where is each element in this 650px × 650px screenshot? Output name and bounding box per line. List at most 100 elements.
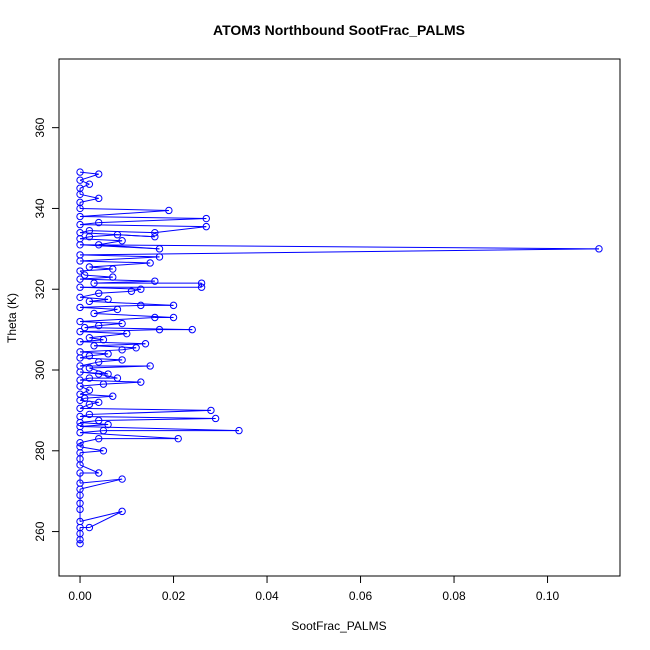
series-line-segment — [79, 478, 123, 490]
x-tick-label: 0.00 — [68, 589, 92, 603]
data-point — [118, 507, 126, 516]
series-line-segment — [80, 351, 109, 355]
data-point — [76, 362, 84, 370]
data-point — [104, 295, 112, 304]
series-line-segment — [80, 260, 151, 264]
data-point — [76, 228, 84, 237]
data-point — [76, 212, 84, 221]
data-point — [99, 336, 108, 344]
data-point — [76, 539, 84, 548]
data-point — [151, 313, 159, 322]
data-point — [76, 412, 84, 421]
data-point — [155, 245, 164, 253]
data-point — [85, 400, 94, 409]
data-point — [202, 222, 210, 231]
series-line-segment — [94, 343, 146, 347]
data-point — [202, 214, 210, 223]
data-point — [165, 206, 173, 215]
data-point — [95, 194, 103, 203]
series-line-segment — [80, 268, 113, 272]
data-point — [76, 168, 84, 176]
data-point — [90, 342, 98, 350]
series-line-segment — [79, 413, 90, 417]
series-line-segment — [80, 393, 113, 397]
series-line-segment — [93, 308, 118, 314]
series-line-segment — [89, 510, 123, 528]
x-tick-label: 0.06 — [349, 589, 373, 603]
data-point — [118, 237, 126, 245]
series-line-segment — [80, 341, 146, 345]
series-line-segment — [80, 216, 207, 220]
series-line-segment — [98, 240, 123, 246]
series-line-segment — [80, 209, 169, 218]
data-point — [113, 374, 122, 382]
data-point — [151, 277, 159, 285]
series-line-segment — [98, 359, 123, 363]
data-point — [95, 218, 103, 227]
series-line-segment — [80, 304, 141, 308]
series-line-segment — [89, 337, 104, 341]
data-point — [95, 289, 103, 297]
data-point — [76, 517, 84, 526]
series-line-segment — [84, 325, 99, 329]
data-point — [197, 279, 206, 287]
data-point — [76, 220, 84, 229]
data-point — [76, 404, 84, 413]
series-line-segment — [79, 397, 85, 401]
data-point — [76, 283, 84, 291]
data-point — [151, 233, 159, 241]
series-line-segment — [80, 238, 123, 242]
data-point — [76, 275, 84, 283]
data-point — [95, 469, 103, 477]
data-point — [76, 303, 84, 312]
series-line-segment — [98, 218, 207, 224]
y-tick-label: 360 — [33, 117, 47, 137]
series-line-segment — [80, 349, 123, 353]
series-line-segment — [80, 256, 160, 262]
data-point — [99, 426, 108, 435]
data-point — [113, 230, 122, 239]
series-line-segment — [89, 266, 113, 270]
series-line-segment — [80, 306, 118, 310]
data-point — [95, 241, 103, 249]
series-line-segment — [79, 339, 104, 343]
series-line-segment — [80, 424, 109, 428]
series-lines — [79, 171, 599, 544]
y-tick-label: 320 — [33, 279, 47, 299]
series-line-segment — [80, 422, 109, 426]
x-axis: 0.00 0.02 0.04 0.06 0.08 0.10 — [68, 575, 560, 603]
series-line-segment — [80, 232, 155, 238]
data-point — [85, 386, 94, 394]
series-line-segment — [79, 510, 123, 522]
data-point — [137, 378, 145, 386]
series-line-segment — [89, 409, 211, 415]
series-line-segment — [80, 407, 211, 411]
series-line-segment — [89, 234, 118, 238]
series-line-segment — [79, 183, 90, 189]
data-point — [151, 228, 159, 237]
y-axis-label: Theta (K) — [5, 293, 19, 343]
data-point — [85, 352, 94, 360]
series-line-segment — [80, 248, 599, 256]
data-point — [155, 253, 164, 261]
series-line-segment — [84, 395, 113, 399]
series-line-segment — [80, 432, 179, 440]
data-point — [85, 410, 94, 419]
data-point — [155, 325, 164, 334]
series-line-segment — [80, 379, 141, 383]
series-line-segment — [79, 403, 90, 409]
data-point — [207, 406, 215, 415]
series-line-segment — [80, 278, 155, 282]
series-line-segment — [98, 244, 160, 250]
series-line-segment — [154, 226, 207, 234]
x-axis-label: SootFrac_PALMS — [291, 619, 386, 633]
series-line-segment — [98, 290, 132, 294]
data-point — [99, 380, 108, 388]
data-point — [146, 362, 154, 370]
data-point — [76, 327, 84, 336]
data-point — [85, 523, 94, 532]
series-line-segment — [79, 478, 123, 484]
data-point — [76, 198, 84, 207]
data-point — [95, 398, 103, 407]
